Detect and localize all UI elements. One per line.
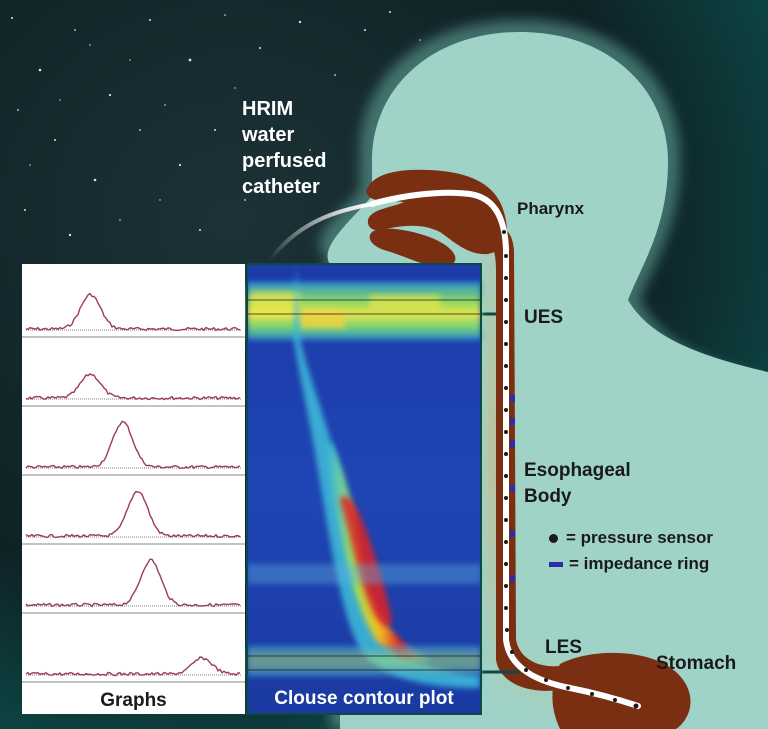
esophageal-body-label: Esophageal Body <box>524 458 631 510</box>
contour-plot-title: Clouse contour plot <box>274 688 454 709</box>
ues-label: UES <box>524 307 564 328</box>
legend-pressure-sensor-text: = pressure sensor <box>566 528 713 547</box>
pressure-trace <box>22 420 245 476</box>
stomach-label: Stomach <box>656 653 737 674</box>
pressure-traces <box>22 292 245 683</box>
trace-line <box>25 373 241 401</box>
graphs-panel: Graphs <box>22 264 245 714</box>
esophageal-body-line-2: Body <box>524 486 572 507</box>
pressure-trace <box>22 292 245 338</box>
esophageal-body-line-1: Esophageal <box>524 460 631 481</box>
impedance-ring-marks <box>510 395 515 582</box>
pressure-trace <box>22 558 245 614</box>
catheter-label-line-2: water <box>242 124 295 146</box>
pressure-trace <box>22 490 245 545</box>
pressure-trace <box>22 373 245 407</box>
legend-impedance-ring: = impedance ring <box>549 554 709 574</box>
les-label: LES <box>545 637 582 658</box>
contour-plot-image <box>246 263 482 715</box>
impedance-ring-icon <box>549 561 563 567</box>
catheter-label-line-4: catheter <box>242 176 320 198</box>
legend-pressure-sensor: = pressure sensor <box>549 528 713 548</box>
catheter-label-line-3: perfused <box>242 150 327 172</box>
pharynx-label: Pharynx <box>517 199 585 218</box>
stars <box>11 11 421 237</box>
pressure-sensor-dot-icon <box>549 533 558 543</box>
catheter-label: HRIM water perfused catheter <box>242 96 326 200</box>
trace-line <box>25 558 241 608</box>
trace-line <box>25 656 240 677</box>
trace-line <box>25 420 241 470</box>
graphs-title: Graphs <box>100 690 167 711</box>
trace-line <box>25 490 241 539</box>
pressure-sensor-dots <box>502 230 639 709</box>
trace-line <box>25 292 240 332</box>
catheter-label-line-1: HRIM <box>242 98 294 120</box>
legend-impedance-ring-text: = impedance ring <box>569 554 710 573</box>
pressure-trace <box>22 656 245 683</box>
